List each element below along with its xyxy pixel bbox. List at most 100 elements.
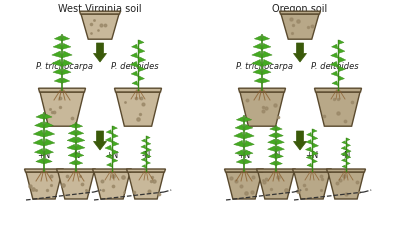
- Polygon shape: [106, 130, 112, 134]
- Polygon shape: [338, 57, 346, 63]
- Polygon shape: [44, 158, 52, 164]
- Polygon shape: [346, 162, 350, 165]
- Polygon shape: [330, 61, 338, 67]
- Polygon shape: [94, 43, 106, 62]
- Polygon shape: [80, 11, 120, 14]
- Text: +N: +N: [37, 151, 51, 160]
- Polygon shape: [244, 124, 253, 130]
- Polygon shape: [328, 172, 364, 199]
- Polygon shape: [294, 172, 330, 199]
- Polygon shape: [76, 137, 85, 143]
- Polygon shape: [252, 60, 262, 66]
- Polygon shape: [81, 14, 119, 39]
- Polygon shape: [131, 71, 138, 76]
- Polygon shape: [105, 145, 112, 150]
- Polygon shape: [146, 136, 150, 139]
- Polygon shape: [114, 88, 162, 92]
- Polygon shape: [338, 48, 345, 54]
- Polygon shape: [276, 146, 284, 152]
- Text: Oregon soil: Oregon soil: [272, 4, 328, 14]
- Polygon shape: [342, 165, 346, 168]
- Polygon shape: [312, 143, 318, 148]
- Polygon shape: [146, 142, 151, 145]
- Polygon shape: [276, 127, 282, 131]
- Polygon shape: [346, 138, 350, 141]
- Polygon shape: [52, 51, 62, 58]
- Polygon shape: [92, 169, 132, 172]
- Polygon shape: [276, 133, 283, 138]
- Polygon shape: [346, 155, 351, 159]
- Polygon shape: [244, 159, 252, 164]
- Text: -N: -N: [71, 151, 81, 160]
- Text: P. trichocarpa: P. trichocarpa: [36, 62, 94, 71]
- Polygon shape: [62, 51, 72, 58]
- Polygon shape: [94, 131, 106, 150]
- Polygon shape: [53, 43, 62, 49]
- Polygon shape: [138, 40, 144, 45]
- Polygon shape: [94, 172, 130, 199]
- Polygon shape: [44, 149, 54, 155]
- Polygon shape: [269, 133, 276, 138]
- Polygon shape: [76, 161, 83, 165]
- Polygon shape: [105, 138, 112, 142]
- Polygon shape: [69, 161, 76, 165]
- Text: P. trichocarpa: P. trichocarpa: [236, 62, 294, 71]
- Polygon shape: [338, 66, 345, 72]
- Polygon shape: [62, 36, 70, 41]
- Polygon shape: [342, 141, 346, 144]
- Polygon shape: [326, 169, 366, 172]
- Polygon shape: [256, 169, 296, 172]
- Polygon shape: [331, 71, 338, 76]
- Polygon shape: [262, 36, 270, 41]
- Polygon shape: [112, 150, 119, 155]
- Polygon shape: [342, 159, 346, 162]
- Polygon shape: [314, 88, 362, 92]
- Polygon shape: [69, 124, 76, 128]
- Polygon shape: [62, 78, 70, 83]
- Text: -N: -N: [141, 151, 151, 160]
- Polygon shape: [268, 154, 276, 159]
- Polygon shape: [140, 151, 146, 155]
- Polygon shape: [253, 69, 262, 75]
- Polygon shape: [67, 137, 76, 143]
- Polygon shape: [294, 131, 306, 150]
- Polygon shape: [138, 48, 145, 54]
- Polygon shape: [268, 146, 276, 152]
- Polygon shape: [307, 163, 312, 167]
- Text: +N: +N: [105, 151, 119, 160]
- Polygon shape: [131, 53, 138, 58]
- Polygon shape: [244, 132, 254, 139]
- Polygon shape: [224, 169, 264, 172]
- Polygon shape: [253, 43, 262, 49]
- Polygon shape: [312, 129, 317, 133]
- Polygon shape: [331, 53, 338, 58]
- Polygon shape: [292, 169, 332, 172]
- Polygon shape: [254, 36, 262, 41]
- Polygon shape: [268, 139, 276, 145]
- Polygon shape: [24, 169, 64, 172]
- Polygon shape: [244, 150, 253, 156]
- Polygon shape: [106, 154, 112, 159]
- Polygon shape: [130, 61, 138, 67]
- Polygon shape: [76, 152, 84, 158]
- Polygon shape: [112, 141, 119, 146]
- Polygon shape: [146, 161, 150, 165]
- Polygon shape: [240, 92, 284, 126]
- Polygon shape: [44, 114, 52, 119]
- Polygon shape: [141, 158, 146, 162]
- Polygon shape: [36, 114, 44, 119]
- Polygon shape: [112, 158, 118, 163]
- Polygon shape: [262, 60, 272, 66]
- Polygon shape: [316, 92, 360, 126]
- Polygon shape: [341, 152, 346, 156]
- Polygon shape: [76, 130, 84, 136]
- Polygon shape: [44, 122, 54, 128]
- Polygon shape: [68, 152, 76, 158]
- Polygon shape: [146, 154, 151, 158]
- Polygon shape: [128, 172, 164, 199]
- Polygon shape: [332, 81, 338, 85]
- Polygon shape: [44, 130, 55, 137]
- Polygon shape: [146, 148, 152, 152]
- Polygon shape: [62, 43, 71, 49]
- Text: P. deltoides: P. deltoides: [111, 62, 159, 71]
